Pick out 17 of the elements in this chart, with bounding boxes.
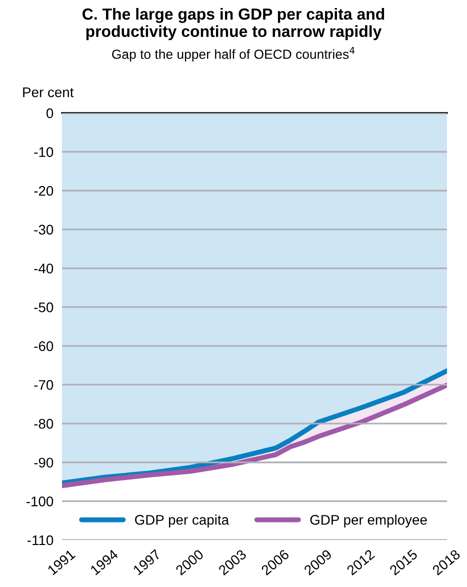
y-tick-label: -70 [34,380,54,390]
y-tick-label: -80 [34,418,54,429]
legend-label: GDP per capita [135,514,230,528]
y-tick-label: -100 [26,496,54,506]
legend-label: GDP per employee [310,514,427,528]
y-tick-label: -10 [34,147,54,157]
y-tick-label: -60 [34,341,54,352]
y-tick-label: -40 [34,264,54,274]
y-tick-label: -110 [28,535,54,546]
y-tick-label: -90 [34,458,54,468]
chart-subtitle: Gap to the upper half of OECD countries$^{4}$ [112,47,355,62]
y-tick-label: -30 [34,224,54,235]
y-axis-title: Per cent [23,88,74,98]
y-tick-label: -20 [34,186,54,196]
chart-title: C. The large gaps in GDP per capita and productivity continue to narrow rapidly [82,8,384,40]
y-tick-label: 0 [46,108,54,118]
y-tick-label: -50 [34,302,54,312]
